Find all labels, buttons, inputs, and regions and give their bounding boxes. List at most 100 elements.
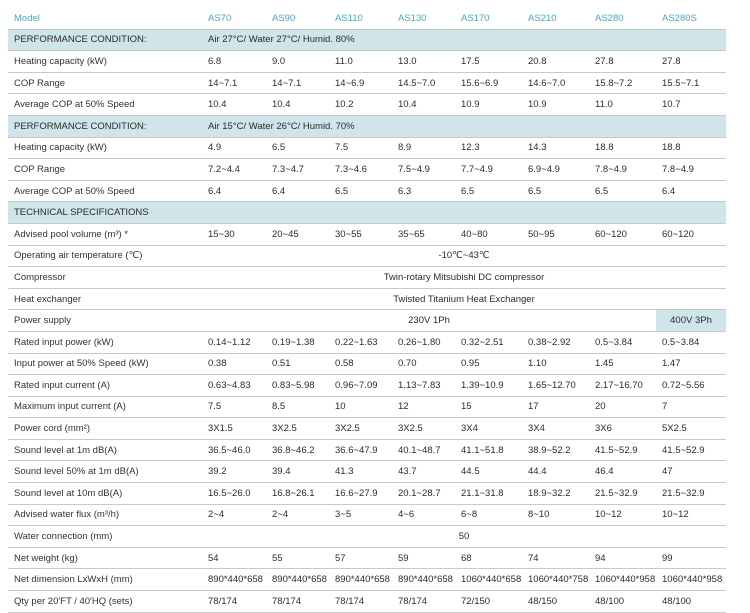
- row-label: Average COP at 50% Speed: [8, 180, 202, 203]
- cell-value: 0.38~2.92: [522, 331, 589, 354]
- cell-value: 0.19~1.38: [266, 331, 329, 354]
- model-column-header: AS110: [329, 8, 392, 30]
- cell-value: 38.9~52.2: [522, 439, 589, 462]
- cell-value: 10.2: [329, 93, 392, 116]
- spanned-value: 50: [202, 525, 726, 548]
- row-label: Maximum input current (A): [8, 396, 202, 419]
- section-header: PERFORMANCE CONDITION: Air 15°C/ Water 26…: [8, 114, 726, 138]
- cell-value: 15~30: [202, 223, 266, 246]
- row-label: Heating capacity (kW): [8, 50, 202, 73]
- spec-row: Heat exchanger Twisted Titanium Heat Exch…: [8, 288, 726, 311]
- spec-row: Net weight (kg) 54 55 57 59 68 74 94 99: [8, 547, 726, 570]
- model-column-header: AS90: [266, 8, 329, 30]
- cell-value: 46.4: [589, 460, 656, 484]
- row-label: Average COP at 50% Speed: [8, 93, 202, 116]
- model-column-header: AS210: [522, 8, 589, 30]
- row-label: COP Range: [8, 158, 202, 181]
- cell-value: 7.5~4.9: [392, 158, 455, 181]
- cell-value: 13.0: [392, 50, 455, 73]
- spec-row: Average COP at 50% Speed 10.4 10.4 10.2 10.4…: [8, 93, 726, 116]
- cell-value: 43.7: [392, 460, 455, 484]
- cell-value: 890*440*658: [202, 568, 266, 592]
- cell-value: 890*440*658: [266, 568, 329, 592]
- spec-row: Power cord (mm²) 3X1.5 3X2.5 3X2.5 3X2.5 3X4 3…: [8, 417, 726, 440]
- spec-row: Heating capacity (kW) 4.9 6.5 7.5 8.9 12.3 14.…: [8, 137, 726, 160]
- spec-row: Operating air temperature (℃) -10℃~43℃: [8, 245, 726, 268]
- spec-row: Heating capacity (kW) 6.8 9.0 11.0 13.0 17.5 2…: [8, 50, 726, 73]
- row-label: Rated input power (kW): [8, 331, 202, 354]
- cell-value: 3X4: [455, 417, 522, 440]
- cell-value: 10.9: [455, 93, 522, 116]
- cell-value: 11.0: [329, 50, 392, 73]
- cell-value: 0.70: [392, 353, 455, 376]
- cell-value: 20.8: [522, 50, 589, 73]
- section-header: PERFORMANCE CONDITION: Air 27°C/ Water 27…: [8, 28, 726, 52]
- cell-value: 60~120: [589, 223, 656, 246]
- spec-row: Input power at 50% Speed (kW) 0.38 0.51 0.5…: [8, 353, 726, 376]
- cell-value: 2~4: [202, 504, 266, 527]
- cell-value: 0.22~1.63: [329, 331, 392, 354]
- spec-row: COP Range 7.2~4.4 7.3~4.7 7.3~4.6 7.5~4.9 7.7…: [8, 158, 726, 181]
- cell-value: 6.8: [202, 50, 266, 73]
- cell-value: 30~55: [329, 223, 392, 246]
- cell-value: 7.8~4.9: [589, 158, 656, 181]
- cell-value: 21.1~31.8: [455, 482, 522, 505]
- cell-value: 7.7~4.9: [455, 158, 522, 181]
- cell-value: 0.63~4.83: [202, 374, 266, 397]
- cell-value: 3X1.5: [202, 417, 266, 440]
- cell-value: 4~6: [392, 504, 455, 527]
- cell-value: 3X2.5: [266, 417, 329, 440]
- spec-row: COP Range 14~7.1 14~7.1 14~6.9 14.5~7.0 15.6~…: [8, 72, 726, 95]
- cell-value: 15.5~7.1: [656, 72, 726, 95]
- cell-value: 1060*440*958: [589, 568, 656, 592]
- cell-value: 17: [522, 396, 589, 419]
- spanned-value: Twisted Titanium Heat Exchanger: [202, 288, 726, 311]
- model-column-header: AS280: [589, 8, 656, 30]
- cell-value: 10.7: [656, 93, 726, 116]
- cell-value: 12: [392, 396, 455, 419]
- row-label: Sound level at 10m dB(A): [8, 482, 202, 505]
- cell-value: 78/174: [202, 590, 266, 613]
- spec-row: Maximum input current (A) 7.5 8.5 10 12 15 17 2…: [8, 396, 726, 419]
- row-label: Qty per 20′FT / 40′HQ (sets): [8, 590, 202, 613]
- cell-value: 12.3: [455, 137, 522, 160]
- cell-value: 6.9~4.9: [522, 158, 589, 181]
- cell-value: 10~12: [656, 504, 726, 527]
- cell-value: 15.8~7.2: [589, 72, 656, 95]
- cell-value: 48/150: [522, 590, 589, 613]
- cell-value: 17.5: [455, 50, 522, 73]
- cell-value: 16.5~26.0: [202, 482, 266, 505]
- cell-value: 10.4: [392, 93, 455, 116]
- row-label: Power supply: [8, 309, 202, 332]
- cell-value: 74: [522, 547, 589, 570]
- cell-value: 14.6~7.0: [522, 72, 589, 95]
- cell-value: 36.5~46.0: [202, 439, 266, 462]
- cell-value: 36.8~46.2: [266, 439, 329, 462]
- cell-value: 8~10: [522, 504, 589, 527]
- cell-value: 6.4: [656, 180, 726, 203]
- cell-value: 59: [392, 547, 455, 570]
- model-column-header: AS280S: [656, 8, 726, 30]
- cell-value: 57: [329, 547, 392, 570]
- cell-value: 0.32~2.51: [455, 331, 522, 354]
- cell-value: 6.5: [266, 137, 329, 160]
- spanned-value: Twin-rotary Mitsubishi DC compressor: [202, 266, 726, 289]
- section-title: TECHNICAL SPECIFICATIONS: [8, 201, 202, 224]
- cell-value: 1.10: [522, 353, 589, 376]
- cell-value: 14~7.1: [266, 72, 329, 95]
- cell-value: 10.4: [202, 93, 266, 116]
- row-label: Operating air temperature (℃): [8, 245, 202, 268]
- header-row: Model AS70 AS90 AS110 AS130 AS170 AS210 AS280 AS…: [8, 8, 726, 30]
- cell-value: 7.8~4.9: [656, 158, 726, 181]
- cell-value: 6~8: [455, 504, 522, 527]
- cell-value: 27.8: [656, 50, 726, 73]
- spec-row: Qty per 20′FT / 40′HQ (sets) 78/174 78/174…: [8, 590, 726, 613]
- cell-value: 14.5~7.0: [392, 72, 455, 95]
- cell-value: 4.9: [202, 137, 266, 160]
- cell-value: 18.9~32.2: [522, 482, 589, 505]
- cell-value: 5X2.5: [656, 417, 726, 440]
- cell-value: 16.8~26.1: [266, 482, 329, 505]
- cell-value: 1.47: [656, 353, 726, 376]
- spec-row: Advised water flux (m³/h) 2~4 2~4 3~5 4~6 6~8…: [8, 504, 726, 527]
- cell-value: 3X4: [522, 417, 589, 440]
